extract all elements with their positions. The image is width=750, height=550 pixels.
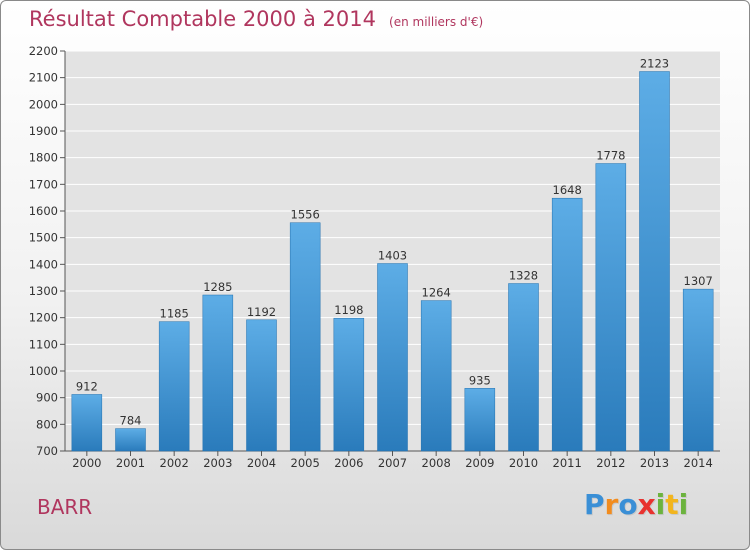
x-tick-label: 2007 — [378, 456, 407, 470]
bar — [202, 294, 234, 452]
logo-letter: x — [637, 488, 656, 521]
logo-letter: t — [665, 488, 679, 521]
x-tick-label: 2009 — [465, 456, 494, 470]
x-tick-label: 2003 — [203, 456, 232, 470]
y-tick-label: 1800 — [29, 151, 58, 165]
bar-value-label: 1185 — [160, 307, 189, 321]
proxiti-logo: Proxiti — [584, 488, 688, 521]
bar-value-label: 1648 — [553, 183, 582, 197]
logo-letter: r — [604, 488, 619, 521]
y-tick-label: 800 — [36, 417, 58, 431]
logo-letter: P — [584, 488, 605, 521]
bar-value-label: 1778 — [596, 149, 625, 163]
x-tick-label: 2006 — [334, 456, 363, 470]
y-tick-label: 1600 — [29, 204, 58, 218]
bar — [333, 317, 365, 452]
x-tick-label: 2010 — [509, 456, 538, 470]
y-tick-label: 1100 — [29, 337, 58, 351]
chart-subtitle: (en milliers d'€) — [389, 15, 484, 29]
bar — [158, 321, 190, 452]
bar — [71, 394, 103, 452]
commune-name: BARR — [37, 495, 93, 519]
x-tick-label: 2000 — [72, 456, 101, 470]
bar-value-label: 935 — [469, 373, 491, 387]
bar-value-label: 1264 — [422, 286, 451, 300]
y-tick-label: 700 — [36, 444, 58, 458]
x-tick-label: 2008 — [422, 456, 451, 470]
bar — [464, 388, 496, 452]
bar-value-label: 2123 — [640, 57, 669, 71]
bar-value-label: 1328 — [509, 269, 538, 283]
x-tick-label: 2012 — [596, 456, 625, 470]
y-tick-label: 1900 — [29, 124, 58, 138]
y-tick-label: 1500 — [29, 231, 58, 245]
chart-title: Résultat Comptable 2000 à 2014 — [29, 7, 376, 31]
y-tick-label: 2100 — [29, 71, 58, 85]
y-tick-label: 1700 — [29, 177, 58, 191]
bar — [551, 197, 583, 452]
x-tick-label: 2004 — [247, 456, 276, 470]
bar — [289, 222, 321, 452]
bar-value-label: 1285 — [203, 280, 232, 294]
bar — [246, 319, 277, 452]
y-tick-label: 2000 — [29, 97, 58, 111]
bar-value-label: 1307 — [684, 274, 713, 288]
bar — [508, 283, 539, 452]
title-block: Résultat Comptable 2000 à 2014 (en milli… — [29, 7, 483, 31]
x-tick-label: 2013 — [640, 456, 669, 470]
bar-value-label: 912 — [76, 379, 98, 393]
y-tick-label: 1200 — [29, 311, 58, 325]
logo-letter: o — [618, 488, 638, 521]
bar-value-label: 1403 — [378, 249, 407, 263]
y-tick-label: 1300 — [29, 284, 58, 298]
bar — [377, 263, 408, 452]
y-tick-label: 2200 — [29, 44, 58, 58]
bar-value-label: 1556 — [291, 208, 320, 222]
x-tick-label: 2002 — [160, 456, 189, 470]
logo-letter: i — [678, 488, 689, 521]
bar — [420, 300, 452, 452]
y-tick-label: 900 — [36, 391, 58, 405]
bar-value-label: 1198 — [334, 303, 363, 317]
x-tick-label: 2005 — [291, 456, 320, 470]
bar — [639, 71, 670, 452]
y-tick-label: 1000 — [29, 364, 58, 378]
x-tick-label: 2001 — [116, 456, 145, 470]
bar — [115, 428, 146, 452]
bar-value-label: 784 — [120, 414, 142, 428]
x-tick-label: 2011 — [553, 456, 582, 470]
y-tick-label: 1400 — [29, 257, 58, 271]
logo-letter: i — [655, 488, 666, 521]
bar — [682, 288, 714, 452]
bar-value-label: 1192 — [247, 305, 276, 319]
bar — [595, 163, 627, 452]
x-tick-label: 2014 — [684, 456, 713, 470]
